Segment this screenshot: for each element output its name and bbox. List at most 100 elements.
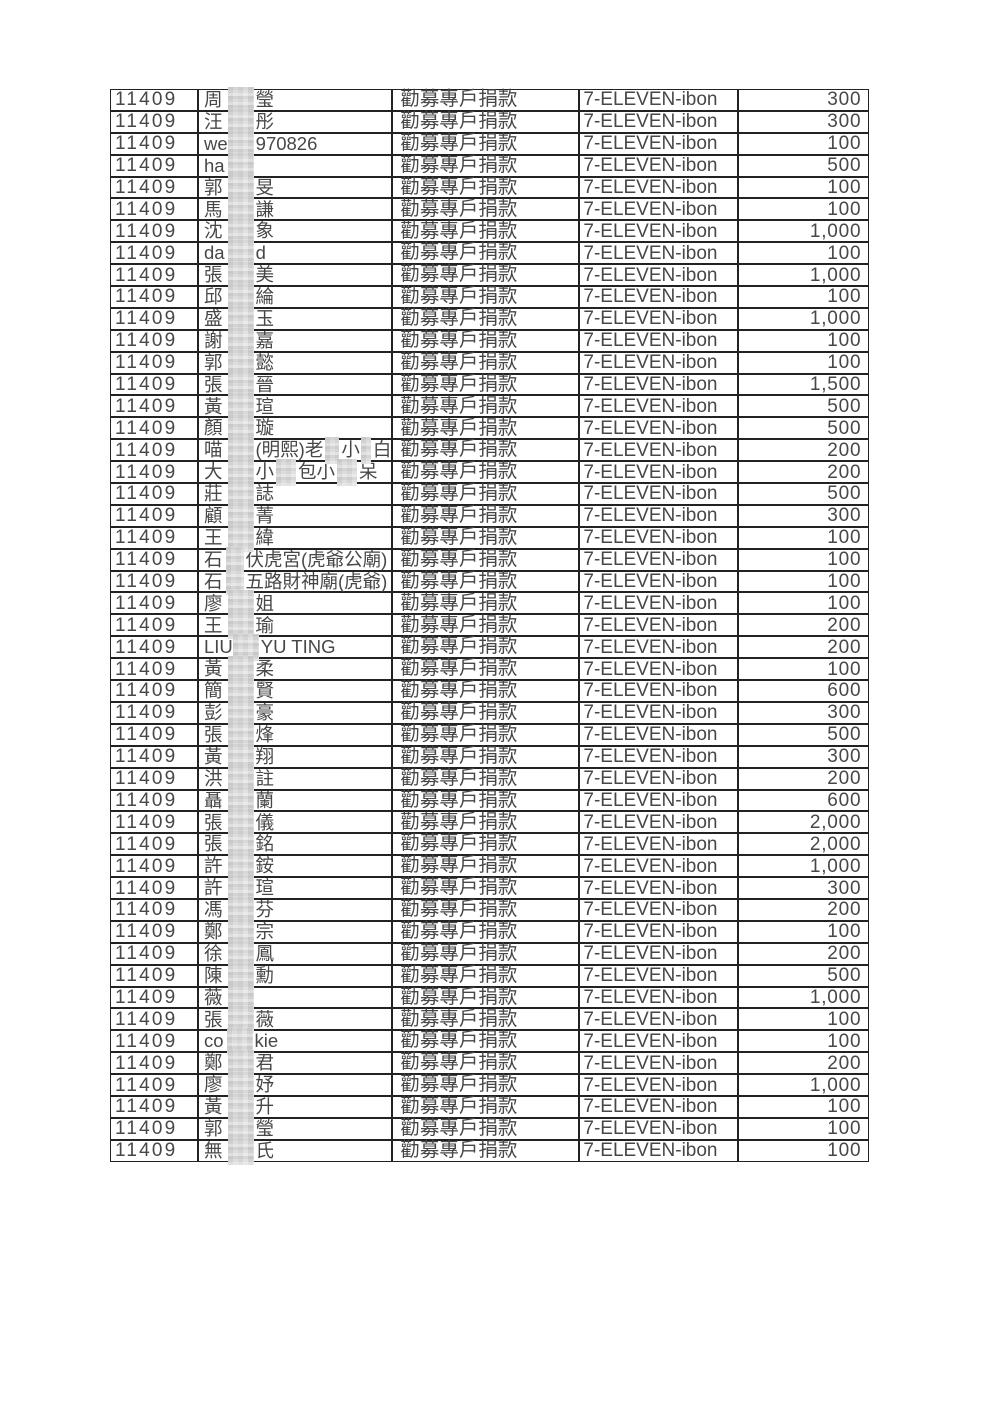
table-row: 11409 黃瑄勸募專戶捐款 7-ELEVEN-ibon 500 [110,393,870,421]
donor-name-segment: 玉 [255,308,275,330]
donor-name-segment: 周 [204,89,223,111]
period-cell: 11409 [110,877,198,899]
donor-cell: 許瑄 [198,874,393,902]
period-cell: 11409 [110,220,198,243]
amount-cell: 100 [738,176,870,199]
channel-cell: 7-ELEVEN-ibon [579,636,739,659]
donor-cell: da d [198,240,393,268]
donor-name-segment: 包小 [298,461,336,483]
amount-cell: 300 [738,877,870,899]
donor-name-segment: 黃 [204,1096,223,1118]
donor-name-segment: 許 [204,877,223,899]
donor-cell: 喵 (明熙)老小白 [198,437,393,465]
donor-name-segment: ha [204,154,225,176]
amount-cell: 500 [738,395,870,418]
donor-name-segment: 謙 [255,198,275,220]
donor-cell: 黃柔 [198,656,393,684]
donor-name-segment: 旻 [255,176,275,198]
donor-cell: 廖姐 [198,590,393,618]
table-row: 11409 張晉勸募專戶捐款 7-ELEVEN-ibon 1,500 [110,371,870,399]
donor-name-segment: 莊 [204,483,223,505]
donor-cell: 汪彤 [198,108,393,136]
donor-name-segment: 彤 [255,111,275,133]
donation-type-cell: 勸募專戶捐款 [392,986,580,1009]
donor-name-segment: 呆 [359,461,378,483]
donation-type-cell: 勸募專戶捐款 [392,1095,580,1118]
channel-cell: 7-ELEVEN-ibon [579,680,739,702]
channel-cell: 7-ELEVEN-ibon [579,1052,739,1075]
channel-cell: 7-ELEVEN-ibon [579,242,739,265]
channel-cell: 7-ELEVEN-ibon [579,504,739,527]
channel-cell: 7-ELEVEN-ibon [579,898,739,921]
period-cell: 11409 [110,789,198,812]
donor-cell: we 970826 [198,130,393,158]
channel-cell: 7-ELEVEN-ibon [579,855,739,878]
amount-cell: 2,000 [738,833,870,856]
redaction-block [337,459,358,487]
table-row: 11409 許銨勸募專戶捐款 7-ELEVEN-ibon 1,000 [110,853,870,881]
donor-cell: 馬謙 [198,196,393,224]
amount-cell: 100 [738,329,870,352]
donor-cell: 張晉 [198,371,393,399]
amount-cell: 600 [738,789,870,812]
channel-cell: 7-ELEVEN-ibon [579,1139,739,1162]
donation-type-cell: 勸募專戶捐款 [392,307,580,330]
donor-cell: 邱綸 [198,283,393,311]
table-row: 11409 顏璇勸募專戶捐款 7-ELEVEN-ibon 500 [110,415,870,443]
table-row: 11409 we 970826 勸募專戶捐款 7-ELEVEN-ibon 100 [110,130,870,158]
amount-cell: 1,000 [738,307,870,330]
donor-name-segment: 芬 [255,899,275,921]
period-cell: 11409 [110,307,198,330]
donor-name-segment: 汪 [204,111,223,133]
donor-cell: 張儀 [198,809,393,837]
donor-cell: 王緯 [198,524,393,552]
donation-type-cell: 勸募專戶捐款 [392,439,580,462]
channel-cell: 7-ELEVEN-ibon [579,264,739,287]
amount-cell: 100 [738,1008,870,1031]
donor-name-segment: 洪 [204,767,223,789]
donor-name-segment: 誌 [255,483,275,505]
period-cell: 11409 [110,198,198,221]
donor-cell: 黃翔 [198,743,393,771]
amount-cell: 100 [738,592,870,615]
donation-type-cell: 勸募專戶捐款 [392,767,580,790]
table-row: 11409 無氏勸募專戶捐款 7-ELEVEN-ibon 100 [110,1137,870,1165]
period-cell: 11409 [110,1095,198,1118]
donor-name-segment: 沈 [204,220,223,242]
period-cell: 11409 [110,439,198,462]
donor-name-segment: YU TING [260,636,336,658]
donation-type-cell: 勸募專戶捐款 [392,811,580,834]
period-cell: 11409 [110,504,198,527]
channel-cell: 7-ELEVEN-ibon [579,964,739,987]
donor-name-segment: 王 [204,526,223,548]
period-cell: 11409 [110,701,198,724]
channel-cell: 7-ELEVEN-ibon [579,329,739,352]
amount-cell: 200 [738,942,870,965]
amount-cell: 500 [738,483,870,505]
table-row: 11409 簡賢勸募專戶捐款 7-ELEVEN-ibon 600 [110,677,870,705]
channel-cell: 7-ELEVEN-ibon [579,592,739,615]
redaction-block [225,546,244,574]
table-row: 11409 郭懿勸募專戶捐款 7-ELEVEN-ibon 100 [110,349,870,377]
donation-type-cell: 勸募專戶捐款 [392,1030,580,1053]
amount-cell: 200 [738,1052,870,1075]
donor-name-segment: 瑩 [255,89,275,111]
donation-type-cell: 勸募專戶捐款 [392,395,580,418]
period-cell: 11409 [110,658,198,681]
channel-cell: 7-ELEVEN-ibon [579,132,739,155]
table-row: 11409 莊誌勸募專戶捐款 7-ELEVEN-ibon 500 [110,480,870,508]
amount-cell: 1,000 [738,1074,870,1096]
donor-name-segment: (明熙)老 [255,439,324,461]
donation-type-cell: 勸募專戶捐款 [392,570,580,593]
donor-name-segment: 廖 [204,592,223,614]
donor-name-segment: 瑄 [255,395,275,417]
donor-name-segment: 銘 [255,833,275,855]
channel-cell: 7-ELEVEN-ibon [579,811,739,834]
donation-type-cell: 勸募專戶捐款 [392,1052,580,1075]
table-row: 11409 王緯勸募專戶捐款 7-ELEVEN-ibon 100 [110,524,870,552]
table-row: 11409 聶蘭勸募專戶捐款 7-ELEVEN-ibon 600 [110,787,870,815]
period-cell: 11409 [110,154,198,177]
channel-cell: 7-ELEVEN-ibon [579,570,739,593]
donor-cell: 廖妤 [198,1071,393,1099]
period-cell: 11409 [110,286,198,308]
